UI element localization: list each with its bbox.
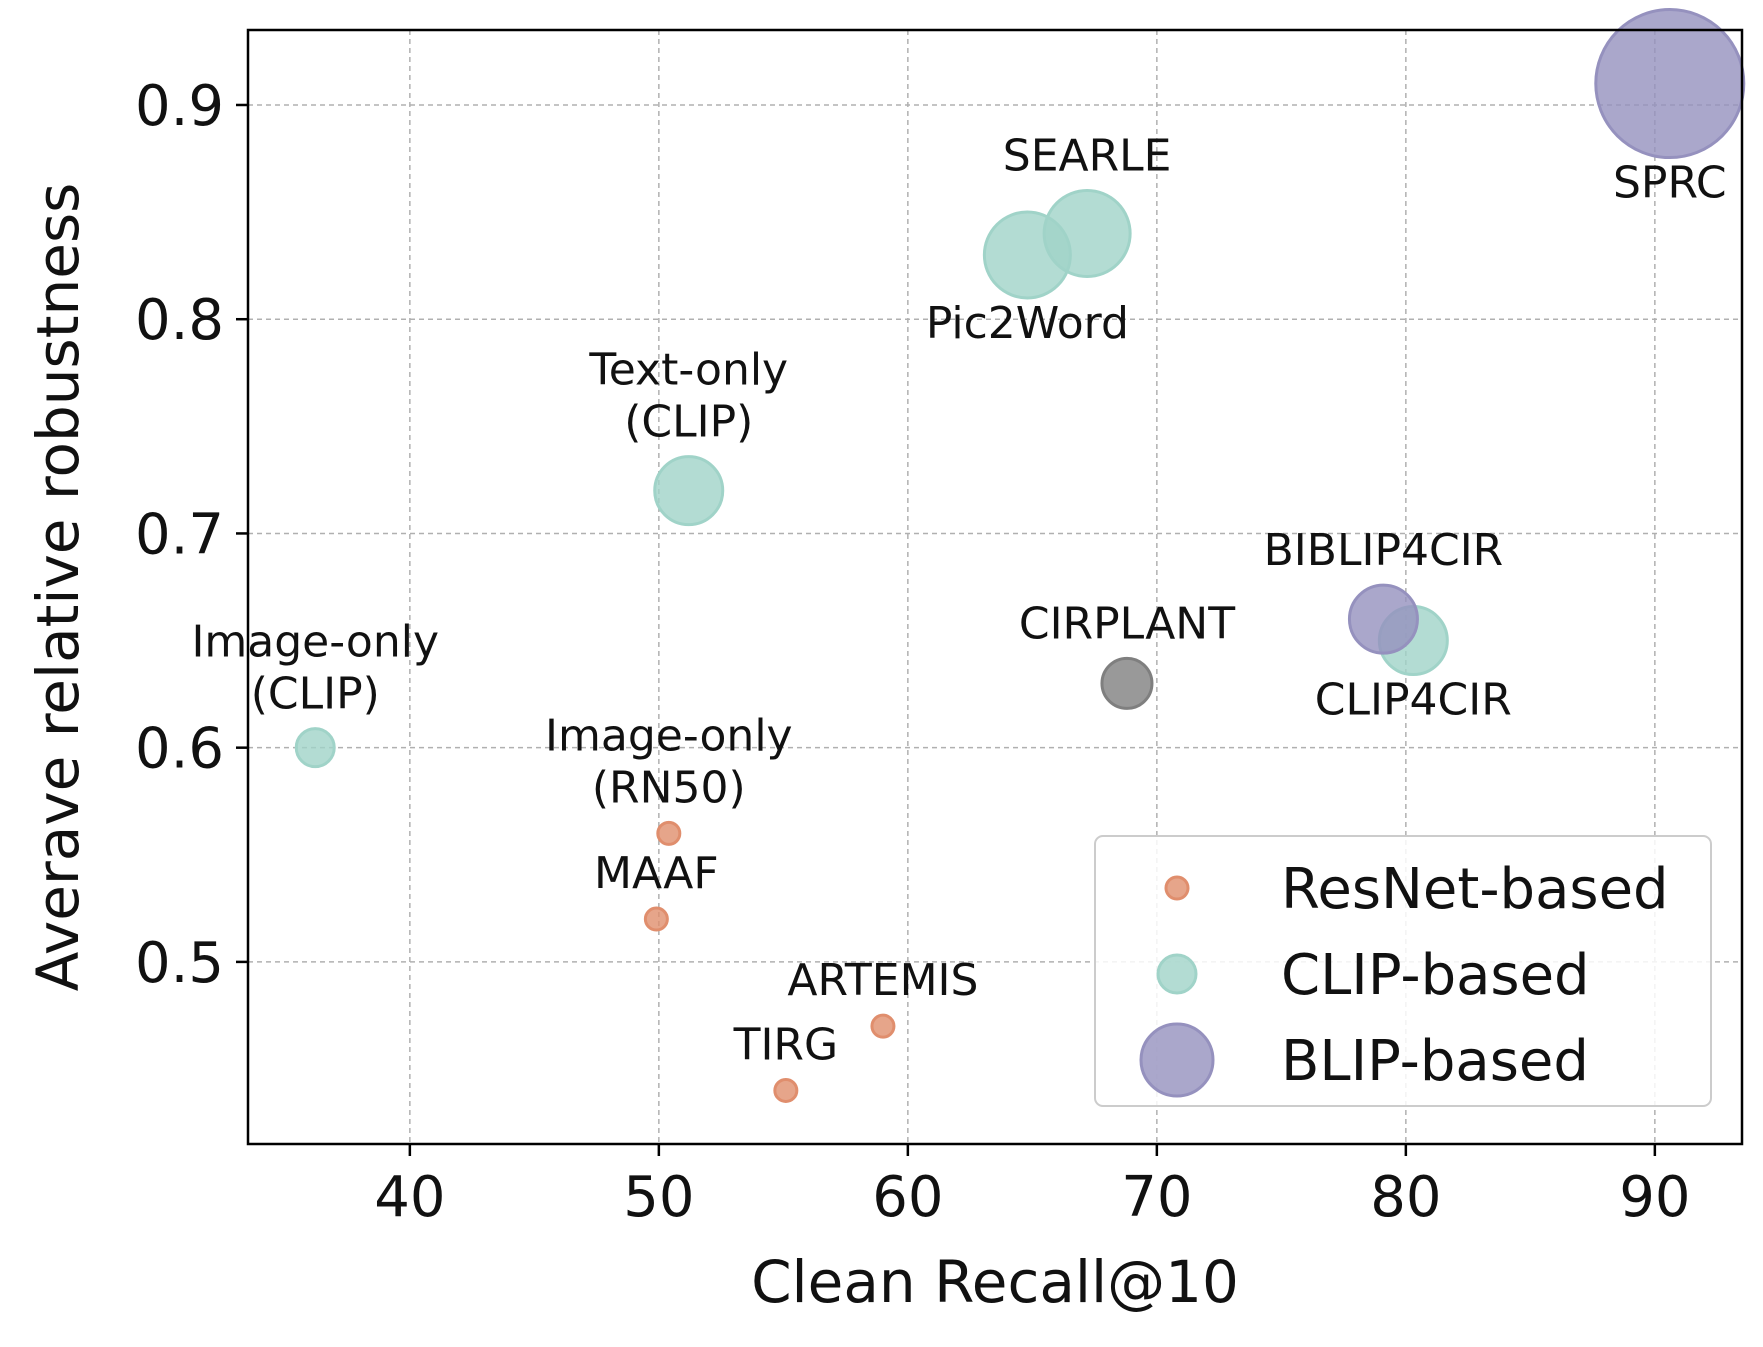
- data-point: [870, 1013, 896, 1039]
- x-tick-label: 90: [1619, 1165, 1690, 1230]
- data-points: [294, 8, 1746, 1103]
- y-axis-ticks: 0.5 0.6 0.7 0.8 0.9: [135, 74, 248, 996]
- legend-marker: [1139, 1022, 1215, 1098]
- point-label: BIBLIP4CIR: [1264, 525, 1504, 576]
- x-tick-label: 80: [1370, 1165, 1441, 1230]
- data-point: [1347, 583, 1419, 655]
- point-label: Image-only: [545, 710, 793, 761]
- data-point: [773, 1077, 799, 1103]
- x-axis-title: Clean Recall@10: [751, 1248, 1239, 1316]
- legend-box: [1094, 835, 1712, 1107]
- y-tick-label: 0.7: [135, 502, 224, 567]
- point-labels: Image-only(CLIP)Image-only(RN50)MAAFTIRG…: [191, 131, 1726, 1071]
- y-tick-label: 0.5: [135, 931, 224, 996]
- point-label: CIRPLANT: [1019, 598, 1235, 649]
- legend-label: BLIP-based: [1281, 1029, 1589, 1094]
- legend-label: CLIP-based: [1281, 943, 1590, 1008]
- point-label: ARTEMIS: [787, 955, 978, 1006]
- y-tick-label: 0.8: [135, 288, 224, 353]
- data-point: [1100, 656, 1154, 710]
- y-axis-title: Averave relative robustness: [24, 183, 92, 992]
- legend: ResNet-based CLIP-based BLIP-based: [1094, 835, 1712, 1107]
- point-label: (CLIP): [624, 397, 753, 448]
- plot-frame: [246, 28, 1744, 1146]
- data-point: [1042, 189, 1132, 279]
- point-label: Image-only: [191, 617, 439, 668]
- point-label: CLIP4CIR: [1315, 675, 1512, 726]
- point-label: SEARLE: [1003, 131, 1172, 182]
- point-label: (CLIP): [251, 669, 380, 720]
- legend-label: ResNet-based: [1281, 857, 1669, 922]
- y-tick-label: 0.6: [135, 717, 224, 782]
- point-label: TIRG: [733, 1019, 839, 1070]
- point-label: Pic2Word: [926, 298, 1129, 349]
- x-tick-label: 40: [374, 1165, 445, 1230]
- data-point: [643, 906, 669, 932]
- x-tick-label: 50: [623, 1165, 694, 1230]
- x-tick-label: 60: [872, 1165, 943, 1230]
- x-axis-ticks: 40 50 60 70 80 90: [374, 1144, 1690, 1230]
- x-tick-label: 70: [1121, 1165, 1192, 1230]
- y-tick-label: 0.9: [135, 74, 224, 139]
- data-point: [1594, 8, 1746, 160]
- point-label: Text-only: [588, 345, 788, 396]
- point-label: MAAF: [594, 848, 719, 899]
- point-label: SPRC: [1613, 158, 1727, 209]
- point-label: (RN50): [592, 762, 746, 813]
- data-point: [653, 455, 725, 527]
- data-point: [656, 820, 682, 846]
- legend-marker: [1156, 953, 1198, 995]
- legend-marker: [1164, 875, 1190, 901]
- data-point: [294, 727, 336, 769]
